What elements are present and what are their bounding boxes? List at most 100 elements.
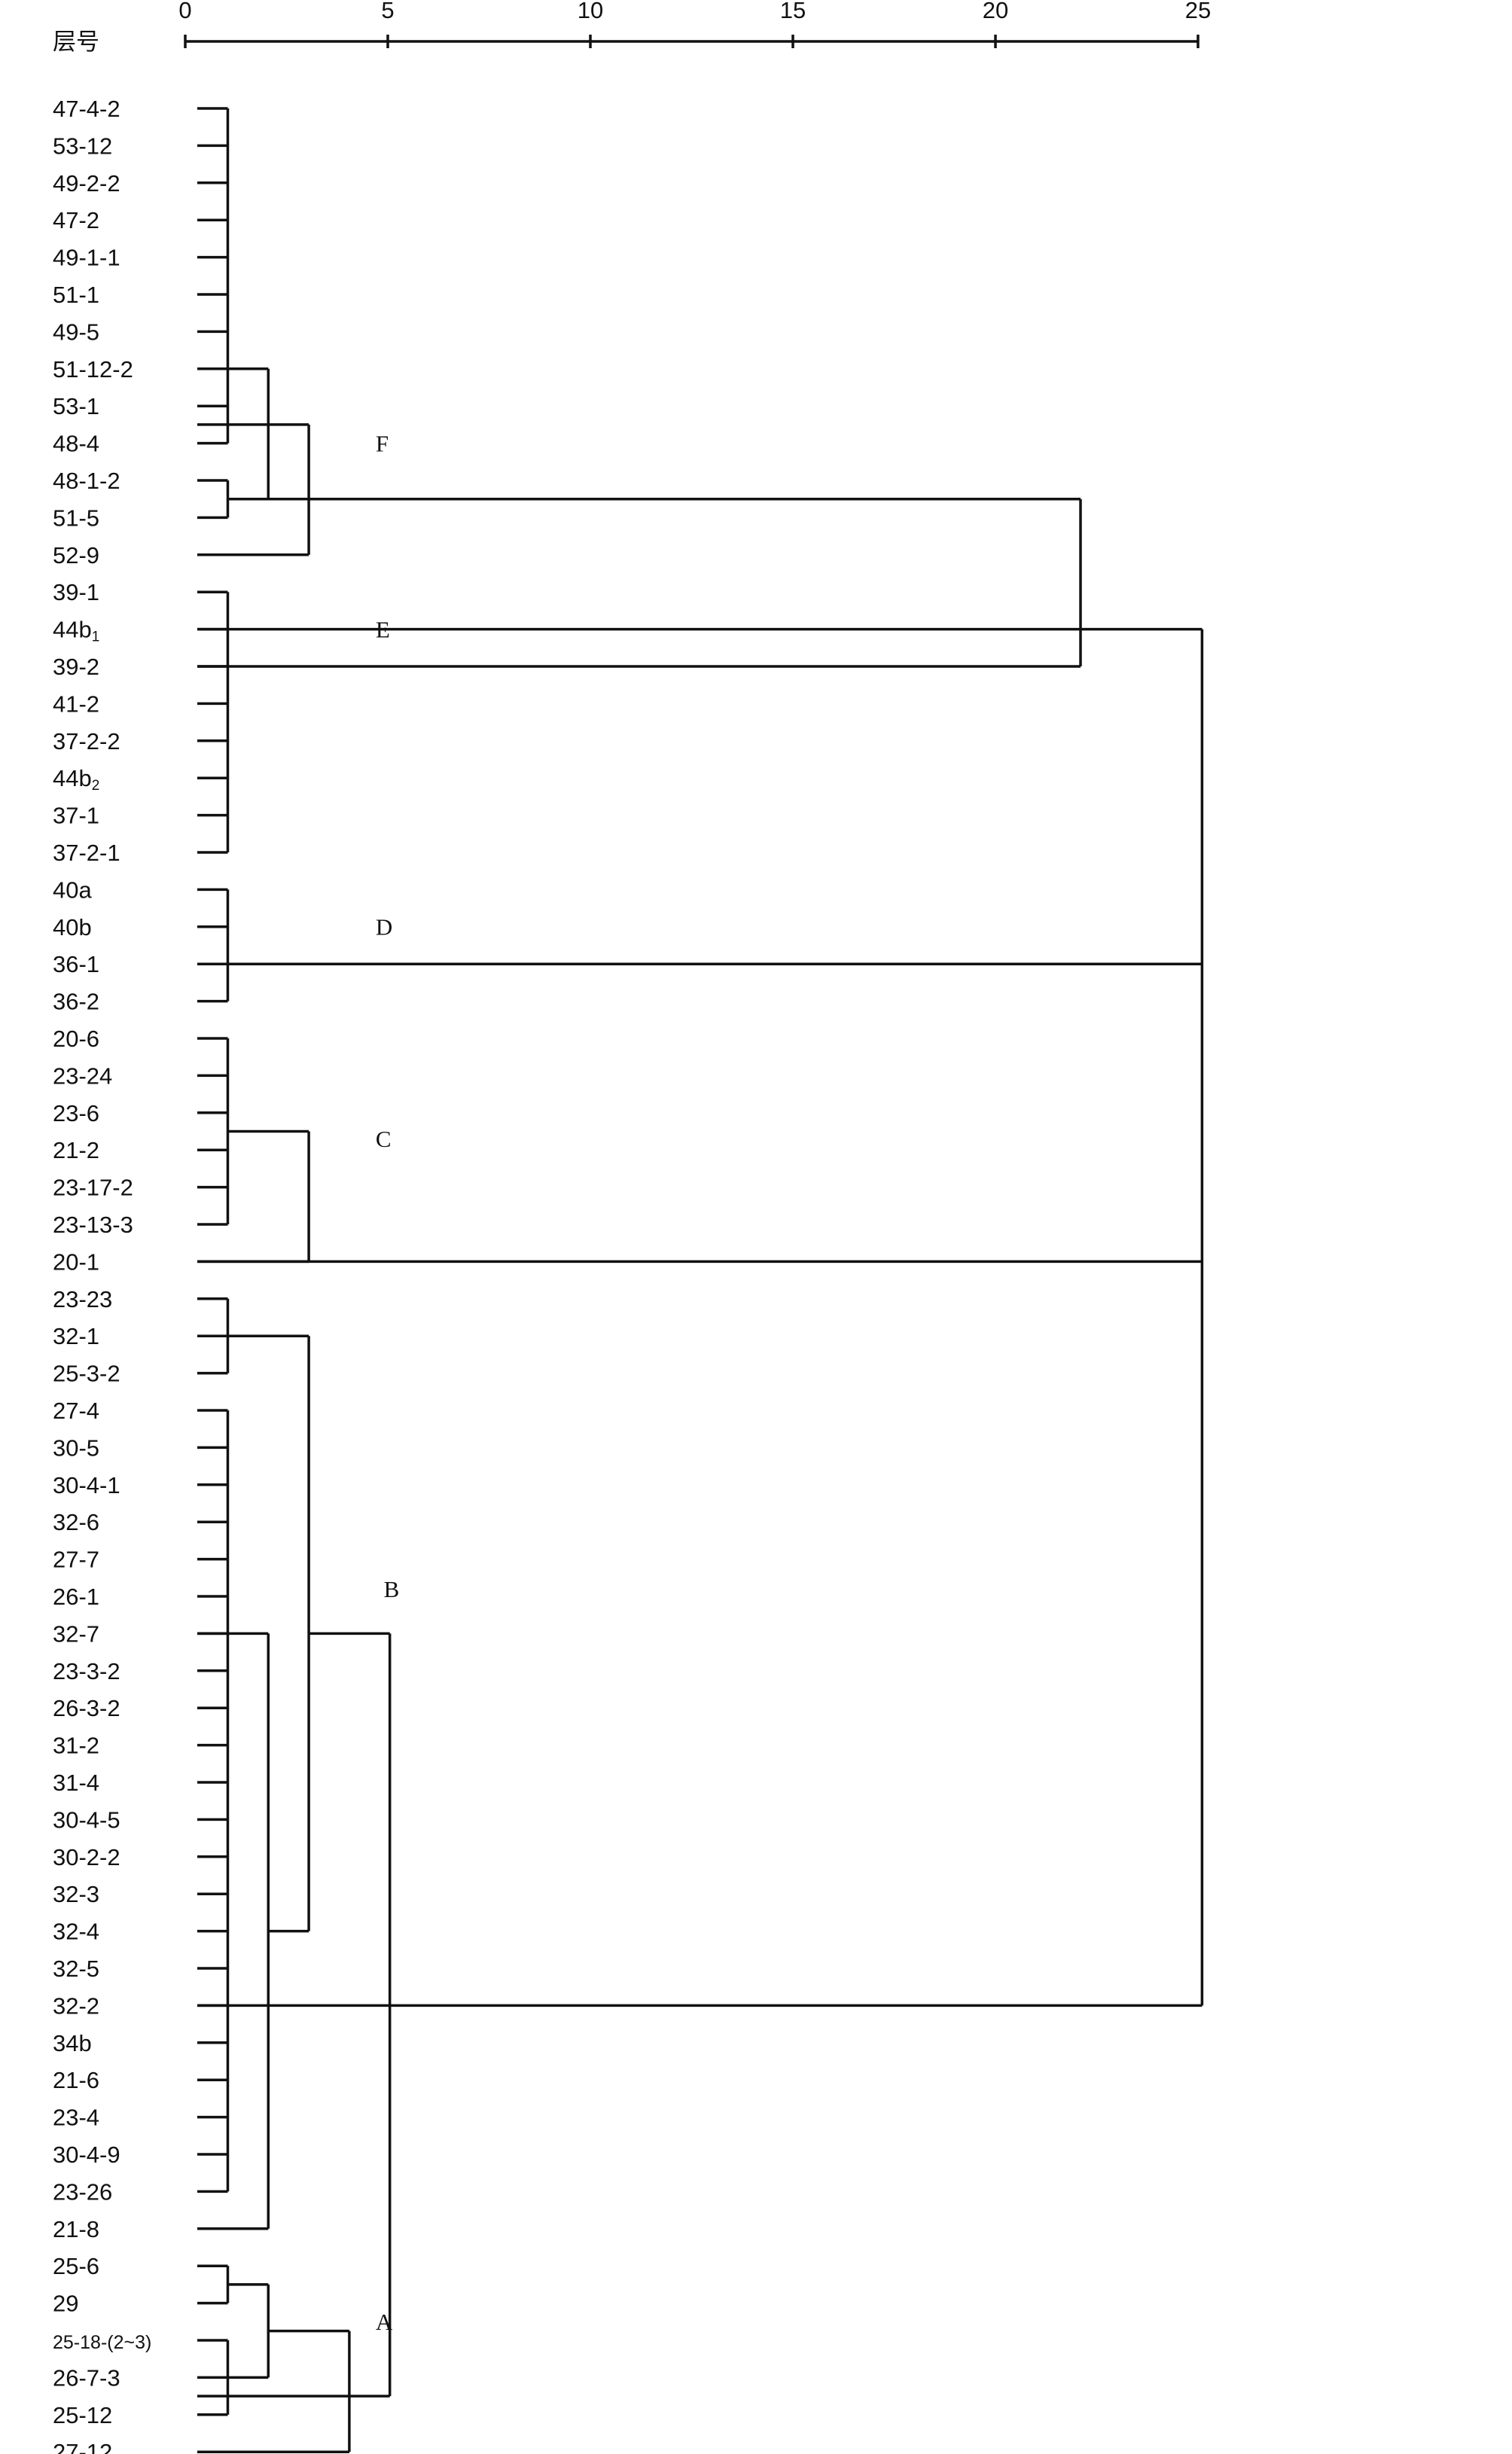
leaf-label-text: 52-9 (53, 542, 99, 569)
cluster-label-e: E (376, 616, 390, 642)
leaf-label-text: 32-5 (53, 1956, 99, 1982)
leaf-label-text: 29 (53, 2291, 78, 2317)
leaf-label-text: 51-1 (53, 282, 99, 308)
leaf-label-text: 25-18-(2~3) (53, 2332, 151, 2353)
leaf-label: 32-5 (53, 1956, 99, 1982)
cluster-labels: F E D C B A (376, 430, 399, 2335)
leaf-label-text: 25-12 (53, 2402, 112, 2428)
leaf-label: 53-12 (53, 133, 112, 159)
leaf-label-text: 27-7 (53, 1547, 99, 1573)
leaf-label-text: 32-1 (53, 1323, 99, 1349)
leaf-label-text: 23-6 (53, 1100, 99, 1126)
leaf-label-text: 49-2-2 (53, 170, 120, 197)
leaf-label: 32-4 (53, 1919, 99, 1945)
leaf-label-text: 39-2 (53, 654, 99, 680)
leaf-label: 23-17-2 (53, 1175, 133, 1201)
leaf-label: 32-3 (53, 1881, 99, 1907)
leaf-label-text: 49-5 (53, 319, 99, 345)
axis-tick-label: 20 (983, 0, 1008, 23)
leaf-label: 37-2-1 (53, 840, 120, 866)
leaf-label-text: 49-1-1 (53, 245, 120, 271)
leaf-label: 23-24 (53, 1062, 112, 1089)
leaf-label-text: 41-2 (53, 690, 99, 717)
leaf-label: 44b2 (53, 765, 99, 794)
leaf-label-text: 25-3-2 (53, 1361, 120, 1387)
leaf-label: 47-4-2 (53, 96, 120, 122)
cluster-label-a: A (376, 2309, 393, 2335)
leaf-label-text: 21-6 (53, 2067, 99, 2093)
axis-tick-label: 10 (578, 0, 603, 23)
leaf-label: 44b1 (53, 617, 99, 645)
leaf-label: 31-4 (53, 1770, 99, 1796)
leaf-label: 40a (53, 876, 92, 903)
leaf-label-text: 30-4-1 (53, 1472, 120, 1498)
leaf-label: 20-6 (53, 1026, 99, 1052)
leaf-label-text: 44b (53, 765, 92, 791)
leaf-label: 48-1-2 (53, 468, 120, 494)
leaf-label: 25-6 (53, 2253, 99, 2279)
leaf-label: 32-2 (53, 1992, 99, 2019)
leaf-label: 47-2 (53, 207, 99, 233)
leaf-label-text: 32-2 (53, 1992, 99, 2019)
cluster-label-d: D (376, 914, 392, 940)
leaf-label: 32-7 (53, 1620, 99, 1647)
axis-tick-label: 25 (1185, 0, 1211, 23)
leaf-label-text: 32-7 (53, 1620, 99, 1647)
cluster-label-f: F (376, 430, 389, 456)
leaf-label: 37-1 (53, 803, 99, 829)
leaf-label: 21-2 (53, 1137, 99, 1163)
leaf-label-text: 26-1 (53, 1584, 99, 1610)
leaf-label: 51-1 (53, 282, 99, 308)
leaf-label: 39-2 (53, 654, 99, 680)
dendrogram-tree (197, 107, 1204, 2453)
leaf-label-text: 40a (53, 876, 92, 903)
leaf-label: 31-2 (53, 1733, 99, 1759)
leaf-label: 51-12-2 (53, 356, 133, 383)
leaf-label: 30-4-5 (53, 1806, 120, 1833)
leaf-label: 49-2-2 (53, 170, 120, 197)
distance-axis: 0 5 10 15 20 25 (178, 0, 1211, 48)
leaf-label: 51-5 (53, 505, 99, 531)
axis-tick-label: 5 (381, 0, 394, 23)
leaf-label-text: 48-4 (53, 431, 99, 457)
leaf-label: 49-5 (53, 319, 99, 345)
leaf-label: 26-3-2 (53, 1695, 120, 1721)
leaf-label-text: 36-2 (53, 989, 99, 1015)
leaf-label: 37-2-2 (53, 728, 120, 754)
leaf-label-text: 37-2-1 (53, 840, 120, 866)
leaf-label: 23-4 (53, 2105, 99, 2131)
leaf-label: 27-4 (53, 1398, 99, 1424)
leaf-label: 30-2-2 (53, 1844, 120, 1870)
leaf-label: 23-6 (53, 1100, 99, 1126)
leaf-label: 25-18-(2~3) (53, 2332, 151, 2353)
leaf-label: 52-9 (53, 542, 99, 569)
leaf-label-subscript: 1 (92, 630, 100, 645)
leaf-label-text: 32-3 (53, 1881, 99, 1907)
leaf-label-text: 23-4 (53, 2105, 99, 2131)
leaf-label-text: 23-3-2 (53, 1658, 120, 1684)
leaf-label: 23-13-3 (53, 1212, 133, 1238)
axis-tick-label: 0 (178, 0, 191, 23)
leaf-label: 53-1 (53, 393, 99, 419)
leaf-label-text: 30-4-5 (53, 1806, 120, 1833)
leaf-label: 30-4-1 (53, 1472, 120, 1498)
axis-tick-label: 15 (780, 0, 806, 23)
leaf-label: 30-4-9 (53, 2142, 120, 2168)
leaf-label-text: 27-12 (53, 2439, 112, 2454)
leaf-label-text: 26-7-3 (53, 2364, 120, 2391)
leaf-label: 36-2 (53, 989, 99, 1015)
leaf-label-text: 34b (53, 2030, 92, 2056)
leaf-label-text: 23-17-2 (53, 1175, 133, 1201)
leaf-label-text: 26-3-2 (53, 1695, 120, 1721)
leaf-label-text: 27-4 (53, 1398, 99, 1424)
leaf-label-text: 25-6 (53, 2253, 99, 2279)
cluster-label-c: C (376, 1126, 392, 1152)
leaf-label: 36-1 (53, 951, 99, 977)
leaf-label: 23-23 (53, 1286, 112, 1312)
leaf-label-text: 21-8 (53, 2216, 99, 2242)
leaf-label-text: 39-1 (53, 579, 99, 605)
leaf-label-text: 20-1 (53, 1248, 99, 1275)
leaf-label-text: 30-4-9 (53, 2142, 120, 2168)
leaf-label-text: 40b (53, 914, 92, 940)
